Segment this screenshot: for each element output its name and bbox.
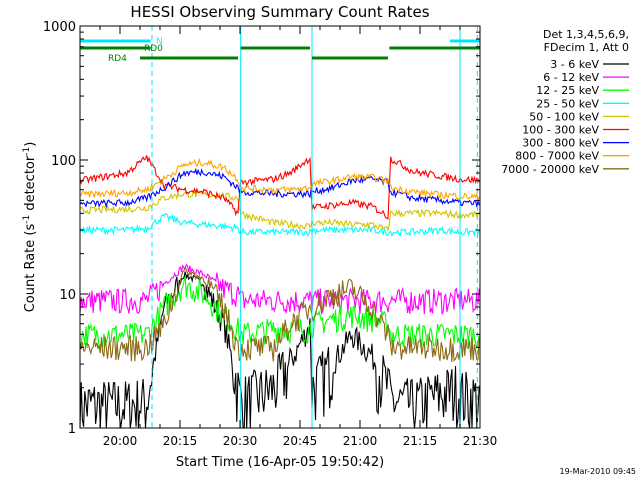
series-line-800-7000-kev (79, 157, 480, 201)
legend-label-100-300-kev: 100 - 300 keV (522, 124, 599, 137)
x-tick-label: 20:15 (163, 434, 198, 448)
y-axis-label-main: Count Rate (s (23, 224, 38, 313)
legend-label-7000-20000-kev: 7000 - 20000 keV (501, 163, 599, 176)
series-line-300-800-kev (79, 167, 480, 209)
x-tick-label: 21:00 (343, 434, 378, 448)
legend-header-line: FDecim 1, Att 0 (544, 41, 629, 54)
legend-label-25-50-kev: 25 - 50 keV (536, 97, 599, 110)
series-line-25-50-kev (79, 213, 480, 238)
y-axis-label: Count Rate (s-1 detector-1) (22, 142, 38, 313)
x-tick-label: 20:00 (103, 434, 138, 448)
chart-title: HESSI Observing Summary Count Rates (130, 3, 429, 21)
y-tick-label: 10 (59, 288, 76, 303)
x-axis: 20:00 20:15 20:30 20:45 21:00 21:15 21:30 (99, 26, 498, 448)
x-tick-label: 21:15 (403, 434, 438, 448)
footer-timestamp: 19-Mar-2010 09:45 (560, 467, 637, 476)
x-tick-label: 20:30 (223, 434, 258, 448)
flag-label-rd0: RD0 (144, 44, 163, 54)
series-line-7000-20000-kev (79, 266, 480, 362)
legend-label-3-6-kev: 3 - 6 keV (550, 58, 599, 71)
y-axis-label-sup1: -1 (22, 215, 32, 224)
series-line-3-6-kev (79, 271, 480, 429)
series-lines (79, 155, 480, 429)
x-axis-label: Start Time (16-Apr-05 19:50:42) (176, 455, 384, 470)
legend-label-300-800-kev: 300 - 800 keV (522, 137, 599, 150)
x-tick-label: 20:45 (283, 434, 318, 448)
y-axis-label-sup2: -1 (22, 147, 32, 156)
legend-label-50-100-kev: 50 - 100 keV (529, 110, 599, 123)
y-tick-label: 1 (68, 422, 76, 437)
series-line-6-12-kev (79, 263, 480, 316)
x-tick-label: 21:30 (463, 434, 498, 448)
legend: Det 1,3,4,5,6,9,FDecim 1, Att 0 3 - 6 keV… (501, 28, 629, 176)
series-line-100-300-kev (79, 155, 480, 220)
flag-label-rd4: RD4 (108, 54, 127, 64)
flag-label-n: N (156, 37, 163, 47)
y-axis-label-end: ) (23, 142, 38, 147)
legend-label-12-25-kev: 12 - 25 keV (536, 84, 599, 97)
y-axis: 1 10 100 1000 (43, 20, 480, 437)
series-line-50-100-kev (79, 190, 480, 231)
y-tick-label: 1000 (43, 20, 76, 35)
legend-label-6-12-kev: 6 - 12 keV (543, 71, 599, 84)
legend-header-line: Det 1,3,4,5,6,9, (543, 28, 629, 41)
legend-label-800-7000-kev: 800 - 7000 keV (515, 150, 599, 163)
y-tick-label: 100 (51, 154, 76, 169)
y-axis-label-mid: detector (23, 155, 38, 215)
